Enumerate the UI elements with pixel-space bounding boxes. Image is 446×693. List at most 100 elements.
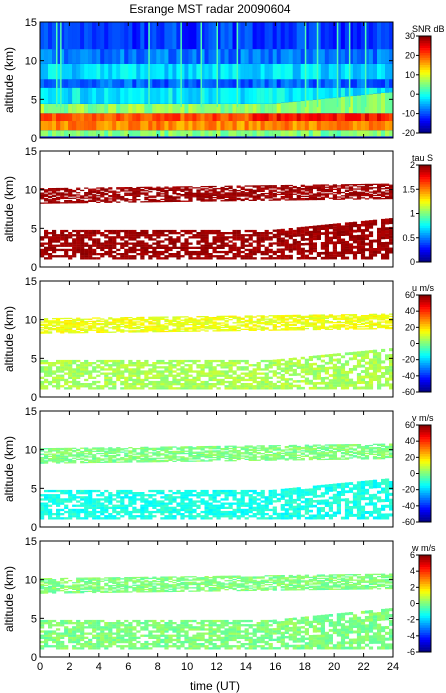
- echo-cell: [332, 186, 337, 188]
- echo-cell: [84, 328, 89, 330]
- echo-cell: [264, 383, 269, 386]
- echo-cell: [56, 380, 61, 384]
- snr-cell: [112, 104, 117, 114]
- echo-cell: [92, 240, 97, 243]
- echo-cell: [372, 316, 378, 318]
- echo-cell: [152, 374, 157, 377]
- snr-cell: [244, 113, 249, 121]
- snr-cell: [228, 113, 233, 121]
- echo-cell: [268, 185, 273, 187]
- echo-cell: [300, 254, 305, 258]
- echo-cell: [104, 504, 109, 507]
- echo-cell: [44, 242, 49, 245]
- echo-cell: [240, 246, 245, 249]
- echo-cell: [260, 326, 265, 328]
- echo-cell: [120, 380, 125, 384]
- echo-cell: [212, 194, 217, 196]
- echo-cell: [336, 225, 341, 229]
- echo-cell: [56, 513, 61, 516]
- echo-cell: [232, 372, 237, 375]
- snr-cell: [336, 49, 342, 64]
- echo-cell: [48, 496, 53, 499]
- echo-cell: [220, 189, 225, 191]
- echo-cell: [68, 498, 73, 501]
- echo-cell: [52, 201, 57, 203]
- snr-cell: [308, 79, 314, 88]
- echo-cell: [44, 236, 49, 239]
- echo-cell: [248, 378, 253, 382]
- echo-cell: [240, 387, 245, 390]
- echo-cell: [108, 198, 113, 200]
- snr-cell: [360, 22, 366, 50]
- echo-cell: [40, 362, 45, 365]
- echo-cell: [284, 192, 289, 194]
- snr-cell: [240, 113, 245, 121]
- echo-cell: [172, 199, 177, 201]
- echo-cell: [240, 242, 245, 245]
- echo-cell: [52, 327, 57, 330]
- echo-cell: [160, 200, 165, 203]
- echo-cell: [385, 192, 390, 194]
- echo-cell: [156, 328, 161, 330]
- echo-cell: [328, 325, 333, 327]
- echo-cell: [128, 378, 133, 382]
- echo-cell: [364, 242, 370, 246]
- echo-cell: [372, 372, 378, 376]
- echo-cell: [96, 515, 101, 518]
- echo-cell: [248, 383, 253, 386]
- snr-cell: [332, 79, 338, 88]
- echo-cell: [104, 368, 109, 371]
- snr-cell: [244, 49, 249, 64]
- colorbar-swatch: [419, 254, 431, 258]
- echo-cell: [60, 193, 65, 195]
- snr-cell: [116, 22, 121, 50]
- echo-cell: [356, 386, 362, 390]
- echo-cell: [176, 372, 181, 375]
- echo-cell: [304, 256, 309, 260]
- echo-cell: [368, 364, 374, 368]
- echo-cell: [152, 376, 157, 379]
- echo-cell: [272, 374, 277, 377]
- echo-cell: [344, 251, 350, 255]
- echo-cell: [381, 324, 386, 326]
- echo-cell: [348, 243, 354, 247]
- echo-cell: [104, 517, 109, 520]
- echo-cell: [232, 327, 237, 329]
- echo-cell: [64, 250, 69, 254]
- echo-cell: [72, 508, 77, 512]
- echo-cell: [316, 194, 321, 196]
- snr-cell: [180, 79, 185, 88]
- echo-cell: [132, 370, 137, 373]
- echo-cell: [296, 361, 301, 365]
- echo-cell: [60, 238, 65, 241]
- echo-cell: [164, 246, 169, 249]
- echo-cell: [284, 191, 289, 193]
- echo-cell: [84, 504, 89, 507]
- echo-cell: [128, 376, 133, 379]
- echo-cell: [112, 387, 117, 390]
- snr-cell: [216, 79, 221, 88]
- echo-cell: [308, 319, 313, 321]
- echo-cell: [40, 457, 45, 459]
- echo-cell: [192, 320, 197, 322]
- echo-cell: [377, 363, 382, 367]
- echo-cell: [320, 324, 325, 326]
- echo-cell: [80, 368, 85, 371]
- snr-cell: [88, 22, 93, 50]
- echo-cell: [276, 363, 281, 366]
- echo-cell: [92, 498, 97, 501]
- echo-cell: [212, 246, 217, 249]
- echo-cell: [368, 328, 374, 330]
- echo-cell: [164, 229, 169, 233]
- echo-cell: [112, 374, 117, 377]
- snr-cell: [288, 22, 293, 50]
- echo-cell: [128, 187, 133, 189]
- echo-cell: [200, 366, 205, 369]
- echo-cell: [352, 317, 358, 319]
- echo-cell: [381, 247, 386, 251]
- colorbar-swatch: [419, 40, 431, 44]
- echo-cell: [88, 362, 93, 365]
- echo-cell: [76, 229, 81, 233]
- echo-cell: [56, 454, 61, 456]
